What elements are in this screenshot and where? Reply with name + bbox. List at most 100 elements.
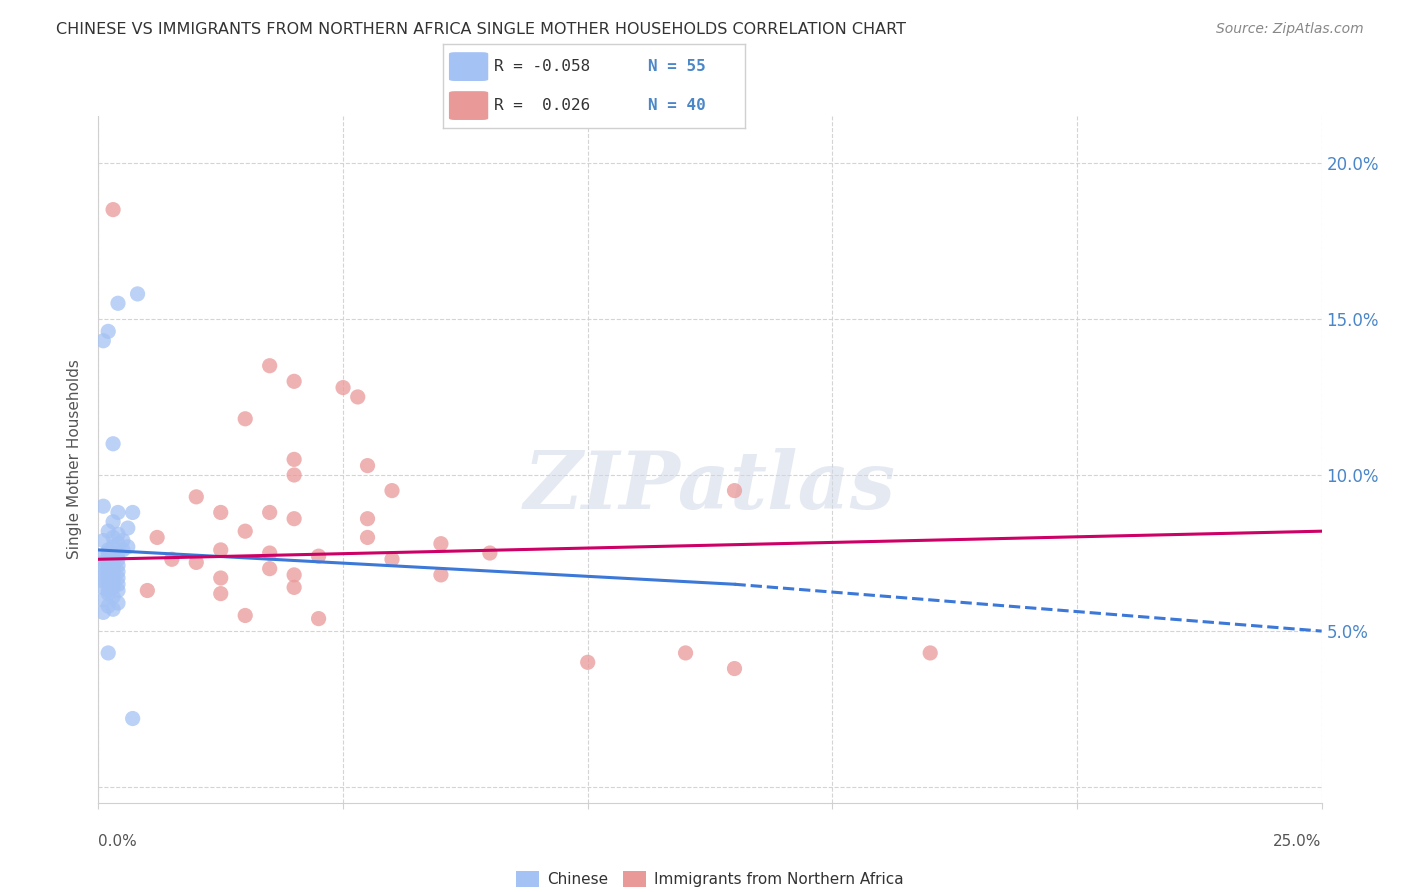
- Point: [576, 655, 599, 669]
- Point: [107, 505, 129, 519]
- Point: [91, 606, 114, 620]
- Point: [91, 555, 114, 570]
- Point: [107, 552, 129, 566]
- Point: [723, 483, 745, 498]
- Point: [97, 599, 120, 614]
- Point: [101, 530, 124, 544]
- Point: [356, 512, 378, 526]
- Text: 0.0%: 0.0%: [98, 834, 138, 849]
- Point: [107, 527, 129, 541]
- Point: [97, 565, 120, 579]
- Point: [97, 587, 120, 601]
- Point: [186, 490, 208, 504]
- Text: N = 40: N = 40: [648, 98, 706, 113]
- Point: [91, 533, 114, 548]
- Point: [346, 390, 368, 404]
- Point: [97, 552, 120, 566]
- Text: R =  0.026: R = 0.026: [495, 98, 591, 113]
- Point: [91, 334, 114, 348]
- Point: [101, 568, 124, 582]
- Y-axis label: Single Mother Households: Single Mother Households: [67, 359, 83, 559]
- Point: [107, 296, 129, 310]
- Point: [107, 577, 129, 591]
- Point: [259, 546, 281, 560]
- Point: [97, 583, 120, 598]
- Point: [209, 587, 232, 601]
- Point: [91, 562, 114, 576]
- Point: [356, 458, 378, 473]
- Point: [97, 542, 120, 557]
- Text: R = -0.058: R = -0.058: [495, 59, 591, 74]
- Point: [91, 500, 114, 514]
- Point: [111, 542, 134, 557]
- Point: [97, 577, 120, 591]
- Point: [308, 549, 330, 564]
- Point: [97, 571, 120, 585]
- Text: ZIPatlas: ZIPatlas: [524, 448, 896, 525]
- Text: Source: ZipAtlas.com: Source: ZipAtlas.com: [1216, 22, 1364, 37]
- Point: [107, 546, 129, 560]
- Point: [381, 483, 404, 498]
- Point: [107, 565, 129, 579]
- Point: [101, 574, 124, 589]
- Point: [107, 583, 129, 598]
- Text: 25.0%: 25.0%: [1274, 834, 1322, 849]
- FancyBboxPatch shape: [449, 53, 488, 81]
- Point: [121, 505, 143, 519]
- Point: [308, 612, 330, 626]
- Point: [209, 571, 232, 585]
- Point: [97, 524, 120, 539]
- Point: [97, 646, 120, 660]
- Point: [233, 608, 256, 623]
- Point: [101, 202, 124, 217]
- Point: [283, 467, 305, 482]
- Point: [127, 287, 149, 301]
- Point: [920, 646, 942, 660]
- Point: [209, 505, 232, 519]
- Point: [91, 549, 114, 564]
- Legend: Chinese, Immigrants from Northern Africa: Chinese, Immigrants from Northern Africa: [510, 865, 910, 892]
- Point: [233, 524, 256, 539]
- Point: [283, 375, 305, 389]
- Point: [259, 562, 281, 576]
- Point: [91, 581, 114, 595]
- Point: [381, 552, 404, 566]
- Point: [117, 521, 139, 535]
- Point: [101, 549, 124, 564]
- Point: [117, 540, 139, 554]
- Point: [259, 505, 281, 519]
- Point: [107, 571, 129, 585]
- Point: [101, 602, 124, 616]
- Point: [97, 558, 120, 573]
- Point: [91, 574, 114, 589]
- Point: [283, 581, 305, 595]
- Point: [101, 590, 124, 604]
- Point: [101, 540, 124, 554]
- Point: [101, 581, 124, 595]
- Point: [101, 437, 124, 451]
- Point: [107, 537, 129, 551]
- Point: [107, 558, 129, 573]
- Point: [111, 533, 134, 548]
- Point: [283, 512, 305, 526]
- Point: [186, 555, 208, 570]
- Point: [97, 325, 120, 339]
- Point: [160, 552, 183, 566]
- Point: [478, 546, 501, 560]
- Point: [283, 568, 305, 582]
- Text: N = 55: N = 55: [648, 59, 706, 74]
- Point: [209, 542, 232, 557]
- Point: [430, 537, 453, 551]
- Point: [101, 515, 124, 529]
- Point: [101, 555, 124, 570]
- FancyBboxPatch shape: [449, 91, 488, 120]
- Point: [675, 646, 697, 660]
- Point: [259, 359, 281, 373]
- Point: [356, 530, 378, 544]
- Point: [430, 568, 453, 582]
- Point: [91, 592, 114, 607]
- Point: [91, 568, 114, 582]
- Text: CHINESE VS IMMIGRANTS FROM NORTHERN AFRICA SINGLE MOTHER HOUSEHOLDS CORRELATION : CHINESE VS IMMIGRANTS FROM NORTHERN AFRI…: [56, 22, 907, 37]
- Point: [97, 546, 120, 560]
- Point: [283, 452, 305, 467]
